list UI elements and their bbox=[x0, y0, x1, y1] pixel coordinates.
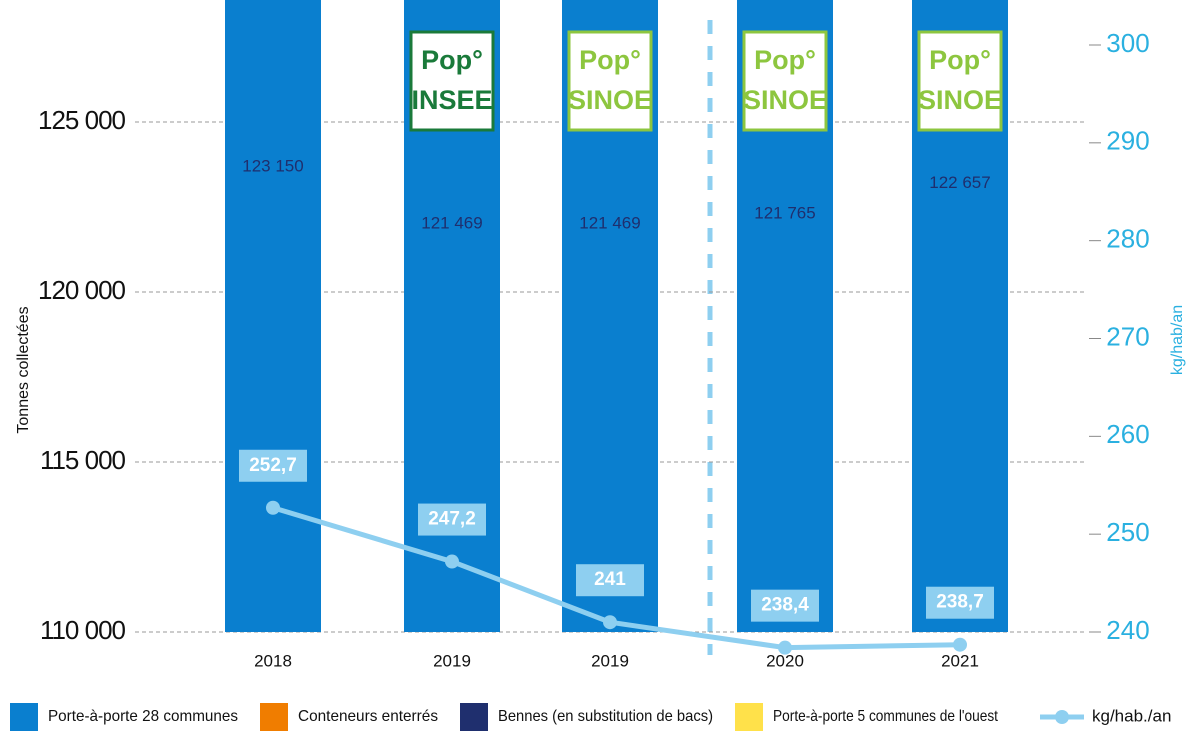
y2-tick-label: 290 bbox=[1106, 126, 1149, 156]
line-label-box bbox=[926, 586, 994, 619]
legend-label: Porte-à-porte 5 communes de l'ouest bbox=[773, 708, 998, 725]
line-point bbox=[266, 500, 280, 515]
y2-tick-label: 300 bbox=[1106, 28, 1149, 58]
bar-segment bbox=[225, 0, 321, 632]
total-label: 121 765 bbox=[754, 203, 815, 222]
annotation-text: SINOE bbox=[743, 85, 827, 115]
y2-tick-label: 250 bbox=[1106, 517, 1149, 547]
annotation-text: SINOE bbox=[568, 85, 652, 115]
line-label: 247,2 bbox=[428, 509, 476, 530]
legend-swatch bbox=[10, 703, 38, 731]
line-point bbox=[445, 554, 459, 569]
line-label-box bbox=[576, 564, 644, 597]
y2-tick-label: 260 bbox=[1106, 419, 1149, 449]
y-axis-label: Tonnes collectées bbox=[15, 306, 32, 433]
annotation-box bbox=[917, 30, 1003, 132]
x-tick-label: 2020 bbox=[766, 651, 804, 670]
annotation-text: Pop° bbox=[421, 45, 483, 75]
total-label: 122 657 bbox=[929, 173, 990, 192]
legend-label: Bennes (en substitution de bacs) bbox=[498, 708, 713, 725]
legend-swatch bbox=[735, 703, 763, 731]
annotation-text: Pop° bbox=[579, 45, 641, 75]
x-tick-label: 2018 bbox=[254, 651, 292, 670]
annotation-box bbox=[409, 30, 495, 132]
legend-swatch bbox=[260, 703, 288, 731]
y-tick-label: 115 000 bbox=[40, 445, 126, 475]
y-tick-label: 125 000 bbox=[38, 105, 126, 135]
annotation-text: SINOE bbox=[918, 85, 1002, 115]
line-point bbox=[603, 615, 617, 630]
y2-tick-label: 240 bbox=[1106, 615, 1149, 645]
x-tick-label: 2019 bbox=[591, 651, 629, 670]
line-label-box bbox=[239, 449, 307, 482]
y-tick-label: 120 000 bbox=[38, 275, 126, 305]
y2-tick-label: 280 bbox=[1106, 224, 1149, 254]
line-label: 238,7 bbox=[936, 592, 984, 613]
y2-axis-label: kg/hab/an bbox=[1169, 305, 1186, 375]
line-label: 252,7 bbox=[249, 455, 297, 476]
total-label: 121 469 bbox=[579, 214, 640, 233]
annotation-box bbox=[567, 30, 653, 132]
line-label: 238,4 bbox=[761, 595, 809, 616]
annotation-box bbox=[742, 30, 828, 132]
legend-label: Porte-à-porte 28 communes bbox=[48, 708, 238, 725]
legend-swatch bbox=[1055, 710, 1069, 724]
total-label: 123 150 bbox=[242, 156, 303, 175]
y-tick-label: 110 000 bbox=[40, 615, 126, 645]
legend-label: Conteneurs enterrés bbox=[298, 708, 438, 725]
line-point bbox=[778, 640, 792, 655]
line-label-box bbox=[418, 503, 486, 536]
line-point bbox=[953, 637, 967, 652]
annotation-text: Pop° bbox=[929, 45, 991, 75]
annotation-text: INSEE bbox=[411, 85, 492, 115]
line-label: 241 bbox=[594, 569, 626, 590]
x-tick-label: 2021 bbox=[941, 651, 979, 670]
total-label: 121 469 bbox=[421, 214, 482, 233]
legend-swatch bbox=[460, 703, 488, 731]
y2-tick-label: 270 bbox=[1106, 321, 1149, 351]
annotation-text: Pop° bbox=[754, 45, 816, 75]
x-tick-label: 2019 bbox=[433, 651, 471, 670]
line-label-box bbox=[751, 589, 819, 622]
legend-label: kg/hab./an bbox=[1092, 706, 1171, 725]
